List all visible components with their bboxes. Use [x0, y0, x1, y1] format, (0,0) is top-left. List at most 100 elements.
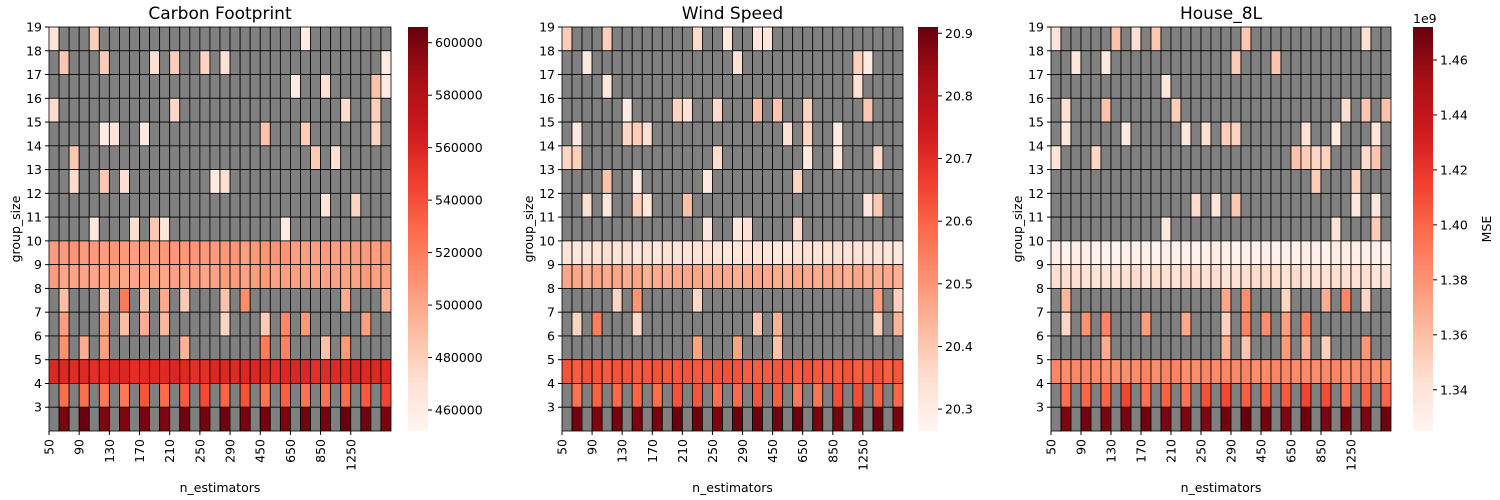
heatmap-cell	[591, 169, 603, 194]
heatmap-cell	[249, 50, 261, 75]
heatmap-cell	[229, 240, 241, 266]
heatmap-cell	[1320, 50, 1332, 75]
y-tick-label: 3	[547, 400, 555, 415]
heatmap-cell	[842, 359, 854, 384]
heatmap-cell	[892, 145, 904, 170]
heatmap-cell	[320, 74, 332, 99]
heatmap-cell	[681, 192, 693, 218]
heatmap-cell	[1320, 359, 1332, 384]
heatmap-cell	[732, 311, 743, 337]
heatmap-cell	[48, 264, 60, 289]
heatmap-cell	[641, 192, 653, 218]
heatmap-cell	[119, 264, 130, 289]
heatmap-cell	[1170, 97, 1182, 123]
heatmap-cell	[742, 192, 753, 218]
heatmap-cell	[139, 74, 150, 99]
heatmap-cell	[611, 121, 623, 147]
heatmap-cell	[149, 192, 161, 218]
heatmap-cell	[1210, 311, 1222, 337]
heatmap-cell	[1250, 192, 1262, 218]
heatmap-cell	[681, 169, 693, 194]
heatmap-cell	[641, 383, 653, 408]
heatmap-cell	[651, 216, 663, 242]
heatmap-cell	[1310, 50, 1322, 75]
heatmap-cell	[862, 121, 874, 147]
heatmap-cell	[1150, 216, 1162, 242]
heatmap-cell	[1280, 383, 1292, 408]
heatmap-cell	[330, 97, 342, 123]
heatmap-cell	[1380, 50, 1392, 75]
heatmap-cell	[772, 145, 784, 170]
heatmap-cell	[189, 311, 201, 337]
heatmap-cell	[169, 169, 181, 194]
heatmap-cell	[812, 383, 824, 408]
heatmap-cell	[1290, 169, 1302, 194]
heatmap-cell	[862, 97, 874, 123]
heatmap-cell	[822, 192, 834, 218]
heatmap-cell	[290, 145, 301, 170]
heatmap-cell	[1250, 359, 1262, 384]
heatmap-cell	[199, 406, 211, 432]
heatmap-cell	[68, 406, 80, 432]
heatmap-cell	[812, 359, 824, 384]
heatmap-cell	[340, 121, 352, 147]
heatmap-cell	[249, 74, 261, 99]
heatmap-cell	[752, 406, 763, 432]
heatmap-cell	[842, 145, 854, 170]
heatmap-cell	[1110, 26, 1122, 52]
heatmap-cell	[98, 240, 110, 266]
heatmap-cell	[621, 335, 633, 361]
heatmap-cell	[1050, 383, 1062, 408]
heatmap-cell	[601, 216, 613, 242]
heatmap-cell	[1330, 216, 1342, 242]
heatmap-cell	[1320, 406, 1332, 432]
heatmap-cell	[882, 26, 894, 52]
heatmap-cell	[209, 216, 221, 242]
heatmap-cell	[1160, 216, 1172, 242]
heatmap-cell	[78, 264, 90, 289]
heatmap-cell	[1050, 145, 1062, 170]
heatmap-cell	[340, 192, 352, 218]
colorbar-tick-label: 1.36	[1440, 327, 1468, 342]
heatmap-cell	[119, 74, 130, 99]
heatmap-cell	[601, 288, 613, 313]
heatmap-cell	[370, 192, 382, 218]
heatmap-cell	[169, 192, 181, 218]
heatmap-cell	[58, 406, 70, 432]
heatmap-cell	[611, 74, 623, 99]
heatmap-cell	[1140, 311, 1152, 337]
heatmap-cell	[108, 288, 120, 313]
heatmap-cell	[661, 216, 673, 242]
heatmap-cell	[601, 192, 613, 218]
heatmap-cell	[712, 145, 723, 170]
colorbar-tick-label: 560000	[435, 140, 483, 155]
heatmap-cell	[159, 335, 171, 361]
heatmap-cell	[189, 216, 201, 242]
heatmap-cell	[48, 26, 60, 52]
heatmap-cell	[882, 264, 894, 289]
heatmap-cell	[792, 169, 804, 194]
heatmap-cell	[189, 406, 201, 432]
x-tick-label: 90	[72, 439, 87, 455]
y-tick-label: 9	[1036, 257, 1044, 272]
heatmap-cell	[290, 97, 301, 123]
heatmap-cell	[179, 26, 191, 52]
x-tick-label: 250	[192, 439, 207, 463]
heatmap-cell	[209, 240, 221, 266]
heatmap-cell	[269, 192, 281, 218]
heatmap-cell	[822, 145, 834, 170]
heatmap-cell	[1190, 264, 1202, 289]
heatmap-cell	[98, 311, 110, 337]
heatmap-cell	[1220, 97, 1232, 123]
heatmap-cell	[68, 97, 80, 123]
heatmap-cell	[1090, 50, 1102, 75]
heatmap-cell	[1210, 74, 1222, 99]
heatmap-cell	[350, 169, 362, 194]
heatmap-cell	[350, 406, 362, 432]
heatmap-cell	[852, 169, 864, 194]
heatmap-cell	[722, 26, 733, 52]
heatmap-cell	[119, 359, 130, 384]
heatmap-cell	[1250, 74, 1262, 99]
heatmap-cell	[219, 74, 231, 99]
heatmap-cell	[88, 121, 100, 147]
